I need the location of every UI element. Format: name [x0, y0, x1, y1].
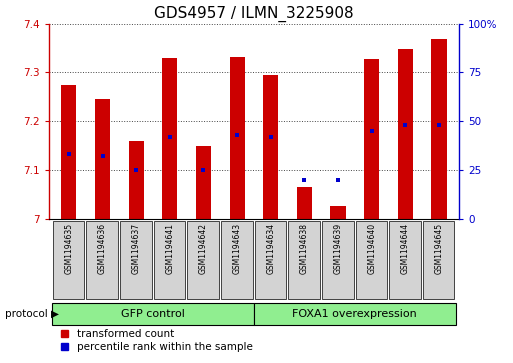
Point: [200, 167, 208, 173]
Point: [334, 177, 342, 183]
Text: GSM1194645: GSM1194645: [435, 223, 443, 274]
Bar: [398, 49, 413, 219]
Title: GDS4957 / ILMN_3225908: GDS4957 / ILMN_3225908: [154, 6, 354, 22]
Point: [65, 151, 73, 157]
Bar: [62, 85, 76, 219]
Point: [368, 128, 376, 134]
FancyBboxPatch shape: [423, 221, 455, 299]
FancyBboxPatch shape: [254, 221, 286, 299]
Text: GSM1194636: GSM1194636: [98, 223, 107, 274]
FancyBboxPatch shape: [53, 221, 85, 299]
Bar: [364, 59, 379, 219]
FancyBboxPatch shape: [254, 303, 456, 326]
Text: GSM1194644: GSM1194644: [401, 223, 410, 274]
FancyBboxPatch shape: [389, 221, 421, 299]
FancyBboxPatch shape: [86, 221, 118, 299]
Point: [435, 122, 443, 128]
FancyBboxPatch shape: [154, 221, 185, 299]
FancyBboxPatch shape: [322, 221, 353, 299]
FancyBboxPatch shape: [187, 221, 219, 299]
FancyBboxPatch shape: [52, 303, 254, 326]
Text: GSM1194639: GSM1194639: [333, 223, 343, 274]
Bar: [162, 58, 177, 219]
Point: [401, 122, 409, 128]
Point: [267, 134, 275, 139]
Text: GSM1194641: GSM1194641: [165, 223, 174, 274]
Bar: [431, 39, 446, 219]
Bar: [297, 187, 312, 219]
Text: GSM1194637: GSM1194637: [132, 223, 141, 274]
Text: GSM1194642: GSM1194642: [199, 223, 208, 274]
FancyBboxPatch shape: [120, 221, 152, 299]
Text: protocol ▶: protocol ▶: [5, 309, 59, 319]
Bar: [263, 75, 279, 219]
FancyBboxPatch shape: [288, 221, 320, 299]
Bar: [196, 146, 211, 219]
Text: GSM1194640: GSM1194640: [367, 223, 376, 274]
Legend: transformed count, percentile rank within the sample: transformed count, percentile rank withi…: [59, 327, 255, 354]
FancyBboxPatch shape: [221, 221, 252, 299]
Point: [98, 153, 107, 159]
Point: [300, 177, 308, 183]
Bar: [229, 57, 245, 219]
Bar: [129, 140, 144, 219]
Text: GSM1194643: GSM1194643: [232, 223, 242, 274]
Text: GSM1194635: GSM1194635: [65, 223, 73, 274]
Point: [233, 132, 241, 138]
Bar: [95, 99, 110, 219]
Point: [132, 167, 140, 173]
Bar: [330, 206, 346, 219]
FancyBboxPatch shape: [356, 221, 387, 299]
Text: GSM1194638: GSM1194638: [300, 223, 309, 274]
Text: GSM1194634: GSM1194634: [266, 223, 275, 274]
Point: [166, 134, 174, 139]
Text: FOXA1 overexpression: FOXA1 overexpression: [292, 309, 417, 319]
Text: GFP control: GFP control: [121, 309, 185, 319]
